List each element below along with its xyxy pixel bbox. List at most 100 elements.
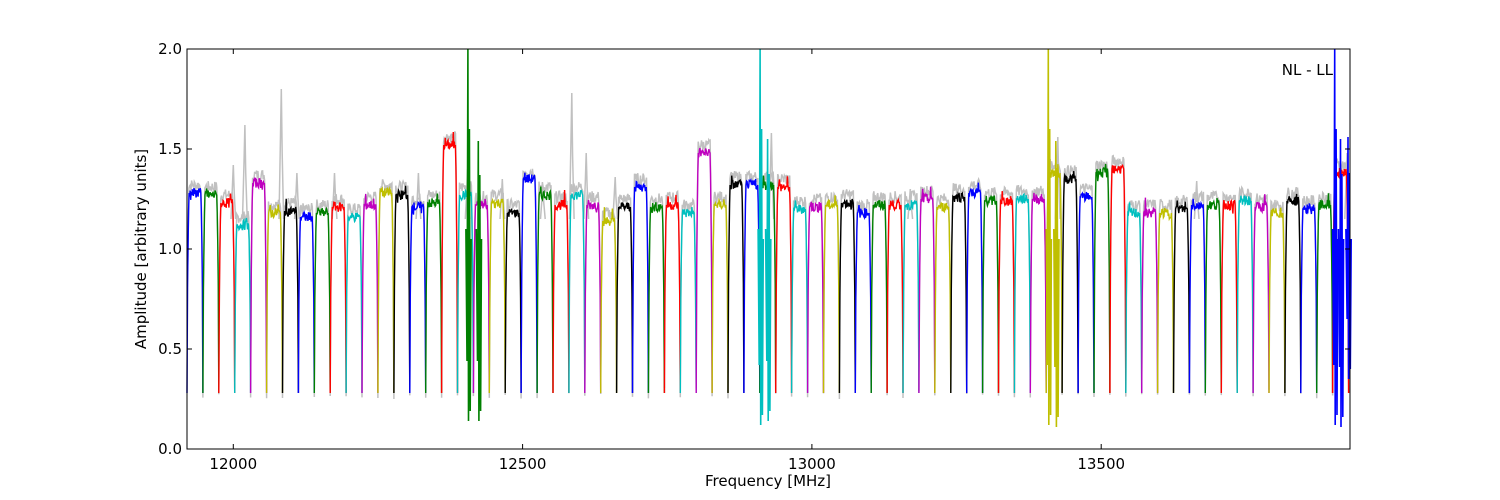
y-tick-label: 1.0 <box>158 240 182 258</box>
spike-2 <box>757 48 765 426</box>
channel-series-50 <box>981 194 1000 394</box>
channel-series-30 <box>663 194 681 394</box>
x-tick-label: 12000 <box>209 455 257 473</box>
channel-series-12 <box>377 185 395 394</box>
channel-series-32 <box>695 147 713 394</box>
channel-series-62 <box>1172 200 1191 394</box>
channel-series-11 <box>361 193 379 394</box>
channel-series-70 <box>1300 202 1318 394</box>
y-tick-label: 1.5 <box>158 140 182 158</box>
channel-series-58 <box>1109 163 1127 394</box>
channel-series-45 <box>902 199 920 394</box>
channel-series-23 <box>552 189 570 394</box>
channel-series-38 <box>790 200 809 394</box>
y-axis-ticks: 0.0 0.5 1.0 1.5 2.0 <box>158 40 1350 458</box>
channel-series-52 <box>1013 192 1032 394</box>
x-tick-label: 12500 <box>499 455 547 473</box>
channel-series-20 <box>504 208 522 394</box>
spike-0 <box>465 48 472 422</box>
channel-series-9 <box>329 201 347 394</box>
spike-4 <box>1045 48 1053 426</box>
channel-series-19 <box>488 197 506 394</box>
spike-7 <box>1337 138 1345 428</box>
channel-series-29 <box>647 202 666 394</box>
spike-3 <box>764 138 772 422</box>
channel-series-15 <box>425 193 443 394</box>
channel-series-44 <box>886 197 904 394</box>
channel-series-53 <box>1029 192 1047 394</box>
channel-series-46 <box>918 186 936 394</box>
channel-series-8 <box>313 206 331 394</box>
channel-series-37 <box>775 176 793 394</box>
baseline-annotation: NL - LL <box>1282 61 1334 79</box>
channel-series-31 <box>679 207 697 394</box>
y-tick-label: 0.0 <box>158 440 182 458</box>
channel-series-68 <box>1268 207 1286 394</box>
channel-series-41 <box>838 198 856 394</box>
channel-series-63 <box>1188 198 1207 394</box>
background-peak <box>293 172 300 220</box>
channel-series-49 <box>966 182 984 394</box>
channel-series-47 <box>934 201 952 394</box>
channel-series-35 <box>743 177 761 394</box>
channel-series-24 <box>568 189 586 394</box>
channel-series-43 <box>870 199 888 394</box>
background-peak <box>583 152 590 220</box>
channel-series-5 <box>265 204 284 394</box>
x-tick-label: 13500 <box>1077 455 1125 473</box>
channel-series-21 <box>520 172 538 394</box>
channel-series-2 <box>218 193 236 394</box>
channel-series-48 <box>950 191 968 394</box>
channel-series-1 <box>202 188 220 394</box>
channel-series-34 <box>727 175 745 394</box>
channel-series-25 <box>584 199 602 394</box>
x-axis-title: Frequency [MHz] <box>705 472 831 490</box>
channel-series-61 <box>1156 207 1175 394</box>
background-peak <box>568 92 575 220</box>
spike-5 <box>1053 140 1060 428</box>
channel-series-69 <box>1284 193 1302 394</box>
channel-series-33 <box>711 197 729 394</box>
channel-series-7 <box>297 209 315 394</box>
channel-series-42 <box>854 205 872 394</box>
background-peak <box>539 184 546 220</box>
x-tick-label: 13000 <box>788 455 836 473</box>
channel-series-3 <box>234 217 252 394</box>
channel-series-57 <box>1093 164 1111 394</box>
channel-series-71 <box>1315 193 1334 394</box>
channel-series-51 <box>997 191 1016 394</box>
spike-6 <box>1331 48 1339 426</box>
channel-series-28 <box>631 180 650 394</box>
channel-series-16 <box>440 131 459 394</box>
spike-1 <box>475 140 483 422</box>
channel-series-40 <box>822 195 841 394</box>
channel-series-59 <box>1125 202 1143 394</box>
background-peak <box>241 124 248 220</box>
channel-series-10 <box>345 212 363 394</box>
channel-series-60 <box>1140 197 1159 394</box>
x-axis-ticks: 12000 12500 13000 13500 <box>209 49 1125 473</box>
channel-series-4 <box>249 177 268 394</box>
background-peak <box>278 88 285 220</box>
channel-series-13 <box>393 185 411 394</box>
channel-series-27 <box>615 202 634 394</box>
channel-series-18 <box>472 198 490 394</box>
channel-series-14 <box>409 201 427 394</box>
y-axis-title: Amplitude [arbitrary units] <box>132 149 150 349</box>
channel-series-6 <box>281 198 300 394</box>
channel-series-55 <box>1061 171 1079 394</box>
channel-series-39 <box>806 201 825 394</box>
channel-series-17 <box>456 188 475 394</box>
y-tick-label: 0.5 <box>158 340 182 358</box>
background-peak <box>612 176 619 220</box>
channel-series-22 <box>536 186 554 394</box>
channel-series-0 <box>186 187 204 394</box>
channel-series-26 <box>600 207 618 394</box>
channel-series-64 <box>1204 198 1223 394</box>
channel-series-group <box>186 131 1350 394</box>
channel-series-56 <box>1077 191 1095 394</box>
y-tick-label: 2.0 <box>158 40 182 58</box>
channel-series-67 <box>1252 194 1270 394</box>
channel-series-65 <box>1220 199 1238 394</box>
background-peak <box>230 164 237 220</box>
